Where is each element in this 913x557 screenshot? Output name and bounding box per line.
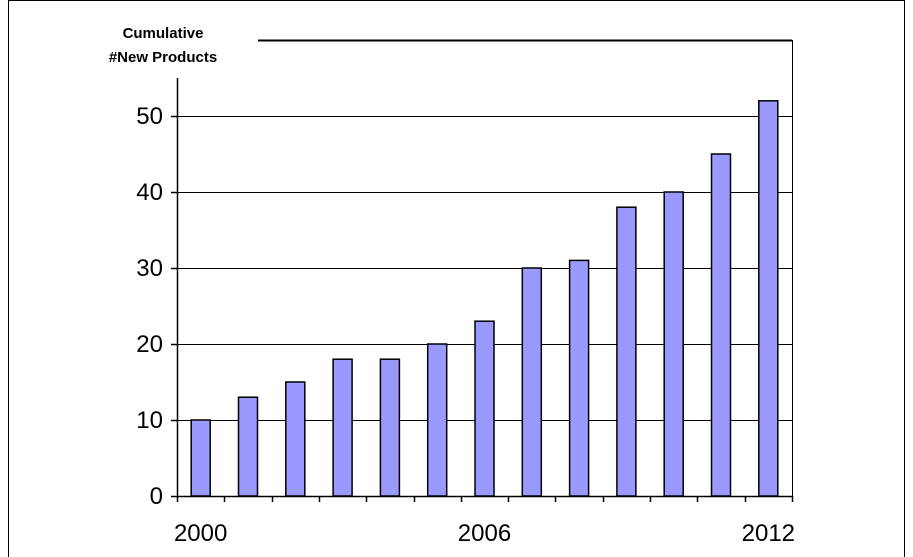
y-axis-label-line-2: #New Products <box>109 49 217 66</box>
bar <box>663 191 684 497</box>
bar <box>237 396 259 497</box>
y-tick-label: 20 <box>136 331 163 358</box>
bar <box>379 358 401 497</box>
y-tick-label: 40 <box>136 179 163 206</box>
bar <box>758 100 779 497</box>
y-tick-label: 50 <box>136 103 163 130</box>
bar <box>710 153 732 497</box>
bar <box>332 358 353 497</box>
y-tick-label: 30 <box>136 255 163 282</box>
y-tick-labels: 0 10 20 30 40 50 <box>136 103 163 510</box>
figure-border <box>8 0 905 557</box>
axes <box>171 78 794 502</box>
bar <box>190 419 211 497</box>
x-tick-label: 2012 <box>742 520 795 547</box>
bar <box>521 267 543 497</box>
x-tick-labels: 2000 2006 2012 <box>174 520 795 547</box>
bar <box>426 343 448 497</box>
bar <box>616 206 637 497</box>
y-axis-label-line-1: Cumulative <box>123 25 204 42</box>
bar <box>474 320 495 497</box>
x-tick-label: 2000 <box>174 520 227 547</box>
bars <box>190 100 779 497</box>
y-tick-label: 0 <box>150 483 163 510</box>
y-tick-label: 10 <box>136 407 163 434</box>
x-tick-label: 2006 <box>458 520 511 547</box>
bar <box>285 381 306 497</box>
bar <box>568 259 590 497</box>
